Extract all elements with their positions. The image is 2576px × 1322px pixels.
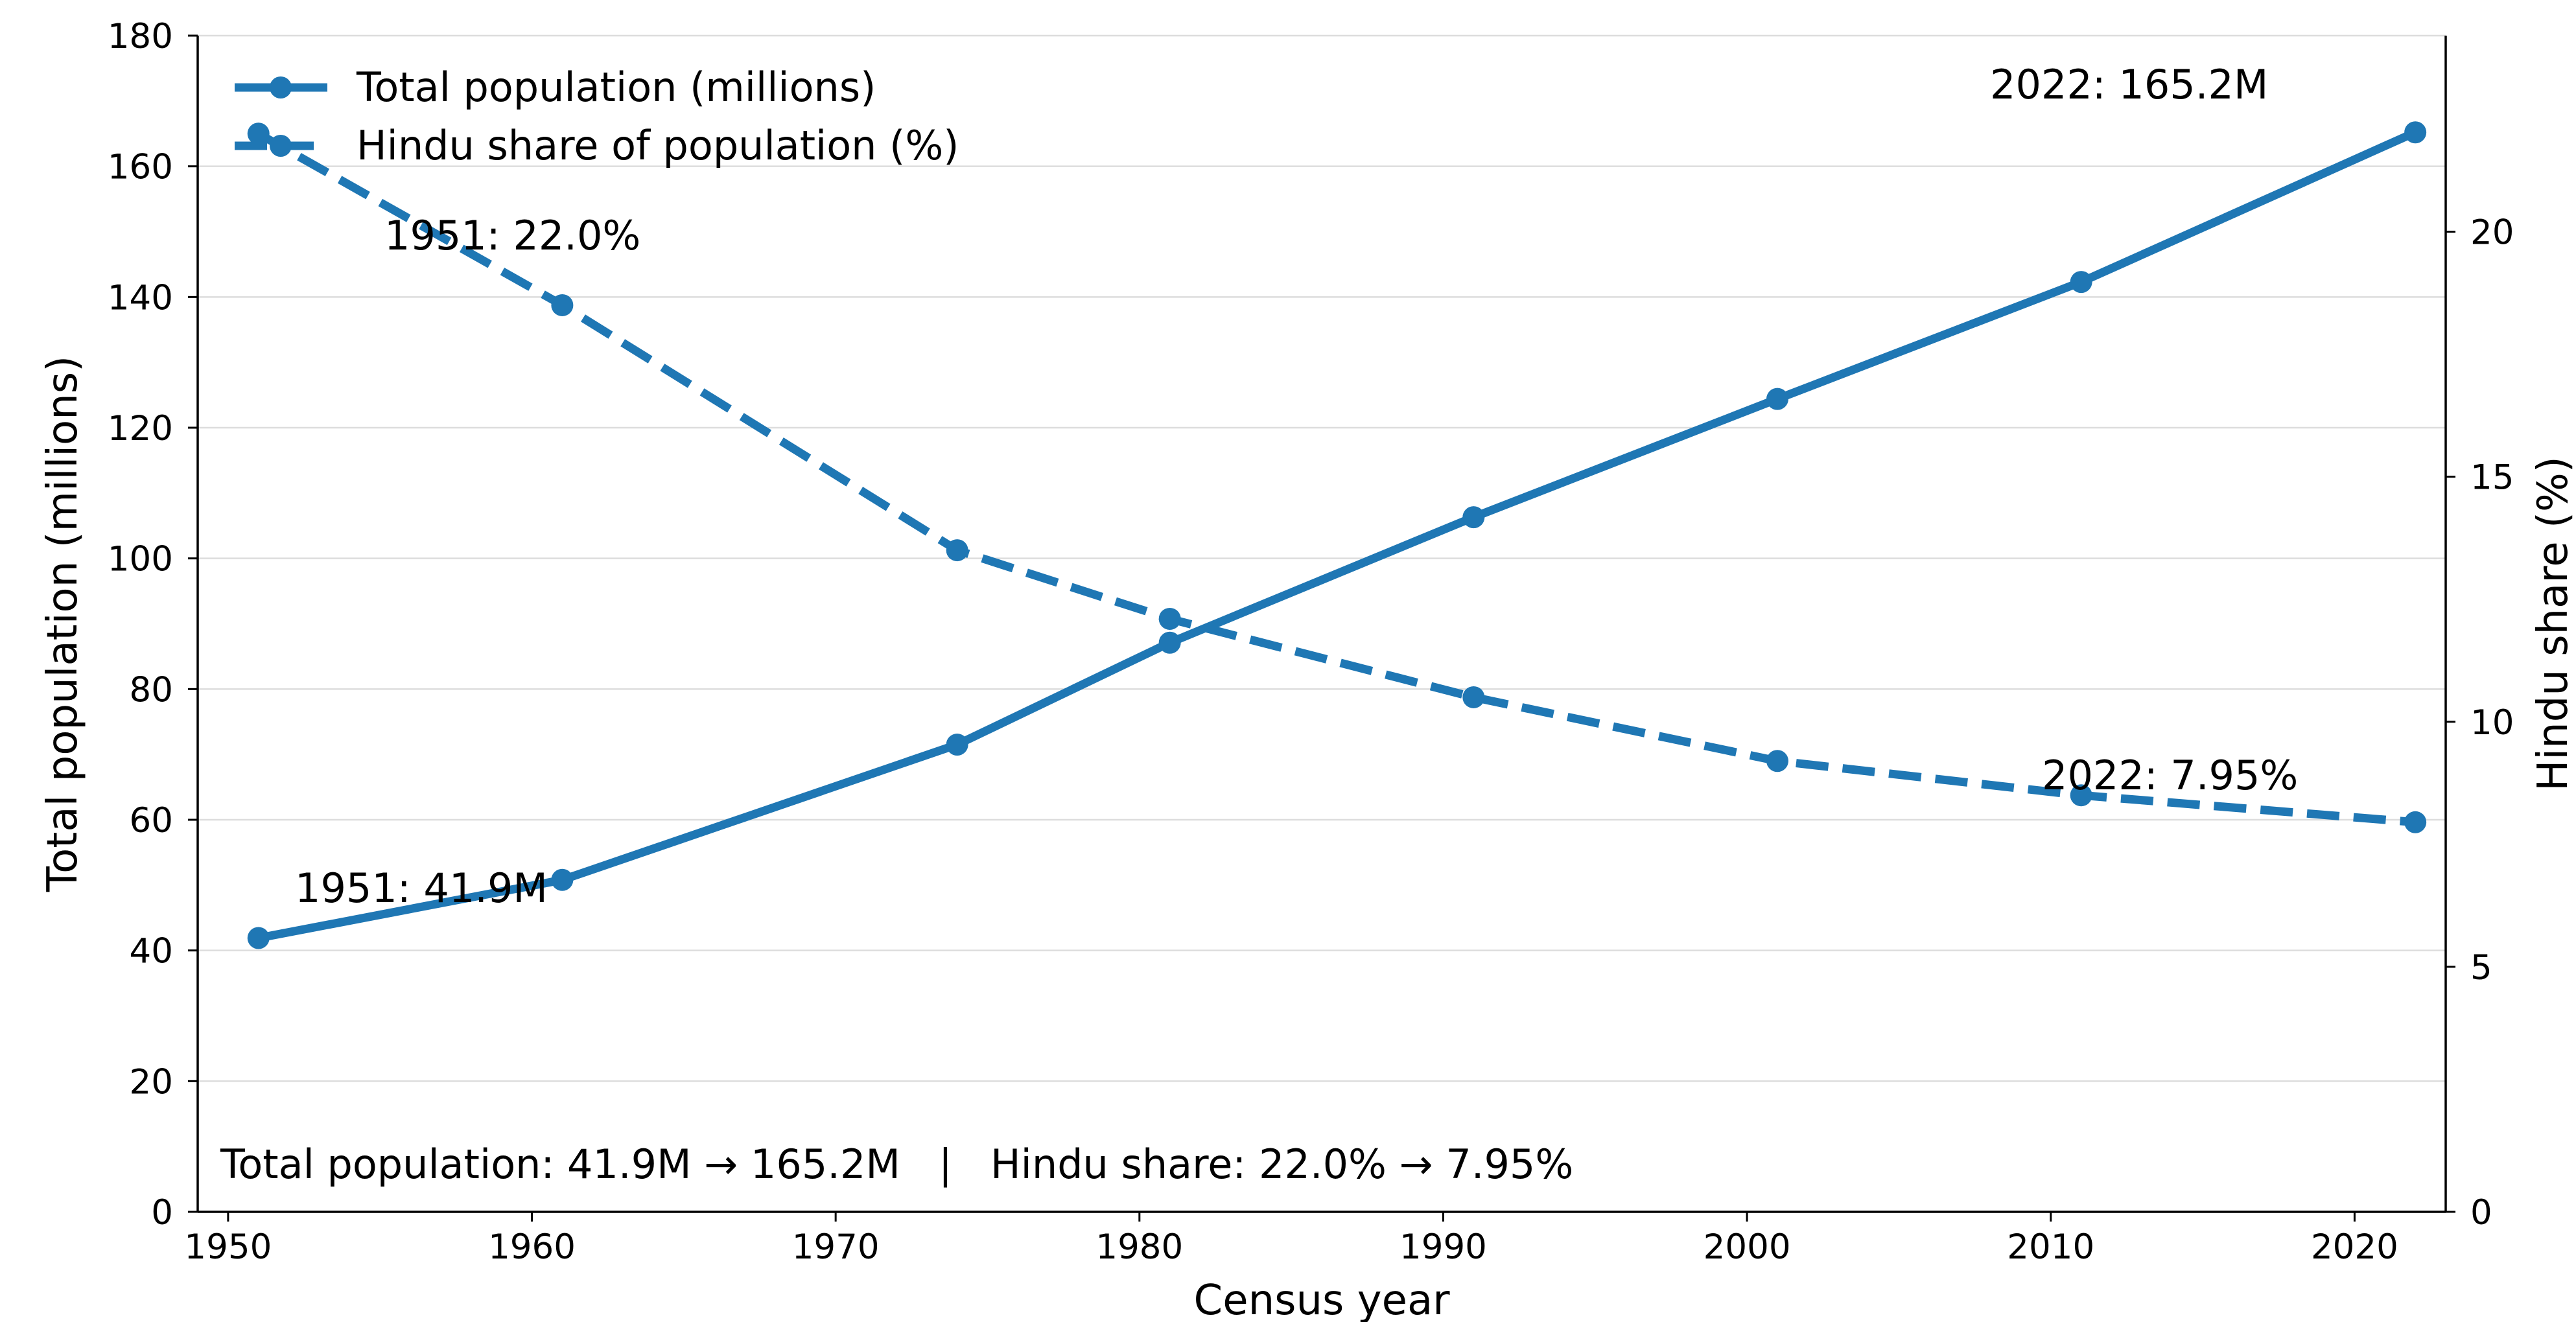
y-left-tick-label-140: 140 — [108, 278, 173, 318]
series-0-point-2001 — [1766, 388, 1788, 410]
x-tick-label-1980: 1980 — [1095, 1227, 1183, 1267]
legend-label-total-population: Total population (millions) — [356, 64, 876, 111]
annotation-share-1951: 1951: 22.0% — [384, 212, 640, 259]
series-1-point-1981 — [1158, 607, 1181, 630]
y-left-tick-label-0: 0 — [151, 1193, 173, 1233]
series-0-point-2022 — [2404, 121, 2427, 144]
y-left-tick-label-160: 160 — [108, 148, 173, 187]
label-layer: Census year Total population (millions) … — [39, 356, 2576, 1322]
y-right-tick-label-5: 5 — [2470, 948, 2492, 988]
legend: Total population (millions) Hindu share … — [235, 64, 959, 169]
series-0-point-1961 — [551, 868, 574, 891]
series-0-point-1991 — [1462, 506, 1485, 529]
y-left-tick-label-120: 120 — [108, 409, 173, 448]
summary-text: Total population: 41.9M → 165.2M | Hindu… — [220, 1141, 1573, 1189]
y-left-tick-label-100: 100 — [108, 540, 173, 579]
annotation-total-2022: 2022: 165.2M — [1990, 61, 2268, 108]
x-axis-title: Census year — [1194, 1277, 1451, 1322]
x-tick-label-2000: 2000 — [1704, 1227, 1791, 1267]
legend-label-hindu-share: Hindu share of population (%) — [357, 122, 959, 169]
series-1-point-1974 — [946, 539, 968, 562]
x-tick-label-1950: 1950 — [184, 1227, 272, 1267]
y-right-tick-label-20: 20 — [2470, 213, 2514, 253]
series-1-point-1951 — [247, 122, 270, 145]
y-left-tick-label-80: 80 — [130, 670, 173, 710]
series-0-point-1974 — [946, 734, 968, 756]
series-1-point-2011 — [2070, 784, 2092, 807]
x-tick-label-1990: 1990 — [1399, 1227, 1487, 1267]
x-tick-label-2020: 2020 — [2311, 1227, 2398, 1267]
x-tick-label-1970: 1970 — [792, 1227, 880, 1267]
annotation-layer: 1951: 41.9M 2022: 165.2M 1951: 22.0% 202… — [295, 61, 2298, 912]
series-0-point-1951 — [247, 927, 270, 949]
series-1-point-1991 — [1462, 686, 1485, 708]
series-1-point-2022 — [2404, 811, 2427, 833]
series-line-0 — [257, 128, 2417, 942]
y-right-tick-label-10: 10 — [2470, 703, 2514, 743]
y-left-tick-label-40: 40 — [130, 932, 173, 971]
y-left-tick-label-60: 60 — [130, 801, 173, 841]
axes-layer: 1950 1960 1970 1980 1990 2000 2010 202002040608… — [108, 17, 2514, 1267]
series-1-point-1961 — [551, 294, 574, 316]
legend-marker-hindu-share — [270, 135, 292, 157]
x-tick-label-1960: 1960 — [488, 1227, 576, 1267]
series-0-point-1981 — [1158, 631, 1181, 654]
annotation-share-2022: 2022: 7.95% — [2042, 752, 2298, 799]
x-tick-label-2010: 2010 — [2007, 1227, 2094, 1267]
series-0-point-2011 — [2070, 271, 2092, 294]
series-1-point-2001 — [1766, 750, 1788, 772]
y-left-tick-label-20: 20 — [130, 1062, 173, 1102]
y-right-tick-label-0: 0 — [2470, 1193, 2492, 1233]
y-right-tick-label-15: 15 — [2470, 458, 2514, 498]
y-axis-title-right: Hindu share (%) — [2529, 456, 2576, 791]
annotation-total-1951: 1951: 41.9M — [295, 864, 548, 912]
y-axis-title-left: Total population (millions) — [39, 356, 87, 892]
series-layer — [247, 121, 2427, 949]
y-left-tick-label-180: 180 — [108, 17, 173, 56]
legend-marker-total-population — [270, 76, 292, 99]
series-line-1 — [256, 130, 2416, 827]
grid-layer — [198, 34, 2446, 1213]
